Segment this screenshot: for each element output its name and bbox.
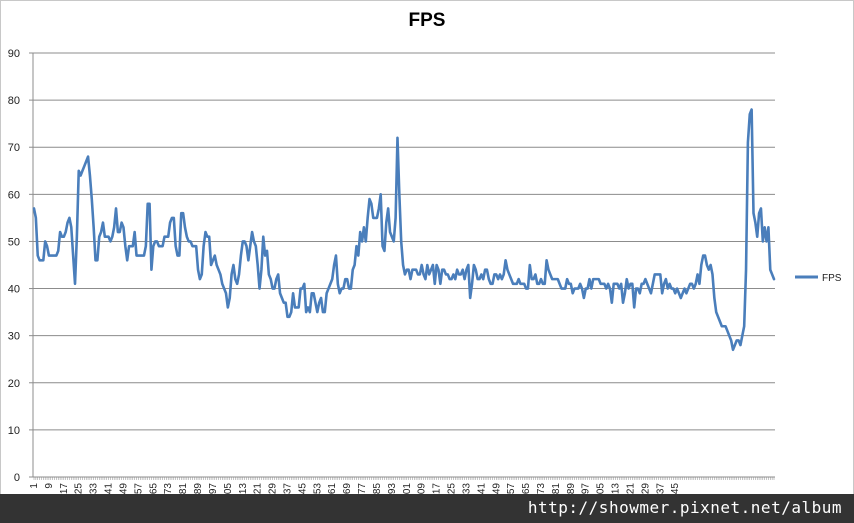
y-tick-label: 30 — [8, 331, 20, 343]
x-tick-label: 65 — [148, 483, 159, 495]
x-tick-label: 81 — [178, 483, 189, 495]
x-tick-label: 49 — [118, 483, 129, 495]
y-tick-label: 90 — [8, 48, 20, 60]
x-tick-label: 169 — [342, 483, 353, 500]
x-tick-label: 321 — [625, 483, 636, 500]
x-tick-label: 273 — [536, 483, 547, 500]
y-tick-label: 50 — [8, 236, 20, 248]
y-axis: 0 10 20 30 40 50 60 70 80 90 — [8, 48, 34, 484]
y-tick-label: 80 — [8, 95, 20, 107]
x-tick-label: 329 — [640, 483, 651, 500]
x-tick-label: 145 — [297, 483, 308, 500]
y-tick-label: 70 — [8, 142, 20, 154]
x-tick-label: 233 — [461, 483, 472, 500]
x-tick-label: 241 — [476, 483, 487, 500]
legend: FPS — [795, 273, 842, 284]
x-tick-label: 9 — [44, 483, 55, 489]
x-tick-label: 281 — [551, 483, 562, 500]
x-tick-label: 25 — [74, 483, 85, 495]
x-tick-label: 297 — [581, 483, 592, 500]
x-tick-label: 193 — [387, 483, 398, 500]
x-tick-label: 57 — [133, 483, 144, 495]
x-tick-label: 225 — [447, 483, 458, 500]
x-tick-label: 217 — [432, 483, 443, 500]
x-tick-label: 345 — [670, 483, 681, 500]
x-tick-label: 289 — [566, 483, 577, 500]
x-tick-label: 265 — [521, 483, 532, 500]
x-tick-label: 201 — [402, 483, 413, 500]
x-tick-label: 185 — [372, 483, 383, 500]
x-tick-label: 113 — [238, 483, 249, 499]
x-tick-label: 161 — [327, 483, 338, 500]
x-tick-label: 105 — [223, 483, 234, 500]
x-tick-label: 41 — [104, 483, 115, 495]
x-tick-label: 137 — [283, 483, 294, 500]
x-tick-label: 17 — [59, 483, 70, 495]
series-layer — [32, 108, 776, 352]
x-tick-label: 129 — [268, 483, 279, 500]
x-tick-label: 89 — [193, 483, 204, 495]
x-tick-label: 305 — [596, 483, 607, 500]
y-tick-label: 60 — [8, 189, 20, 201]
watermark-text: http://showmer.pixnet.net/album — [527, 498, 842, 517]
chart-title: FPS — [408, 10, 446, 31]
y-tick-label: 0 — [14, 472, 20, 484]
x-tick-label: 121 — [253, 483, 264, 500]
x-axis: 1 9 17 25 33 41 49 57 65 73 81 89 97 105 113 121 129 137 1… — [29, 476, 775, 500]
x-tick-label: 1 — [29, 483, 40, 489]
grid-lines — [33, 52, 775, 431]
watermark-bar: http://showmer.pixnet.net/album — [0, 494, 854, 523]
x-tick-label: 249 — [491, 483, 502, 500]
y-tick-label: 40 — [8, 284, 20, 296]
series-line-fps — [32, 108, 776, 352]
x-tick-label: 97 — [208, 483, 219, 495]
x-tick-label: 337 — [655, 483, 666, 500]
x-tick-label: 73 — [163, 483, 174, 495]
x-tick-label: 177 — [357, 483, 368, 500]
y-tick-label: 20 — [8, 378, 20, 390]
x-tick-label: 209 — [417, 483, 428, 500]
x-tick-label: 33 — [89, 483, 100, 495]
legend-label: FPS — [822, 273, 842, 284]
y-tick-label: 10 — [8, 425, 20, 437]
x-tick-label: 313 — [611, 483, 622, 500]
x-tick-label: 257 — [506, 483, 517, 500]
x-tick-label: 153 — [312, 483, 323, 500]
